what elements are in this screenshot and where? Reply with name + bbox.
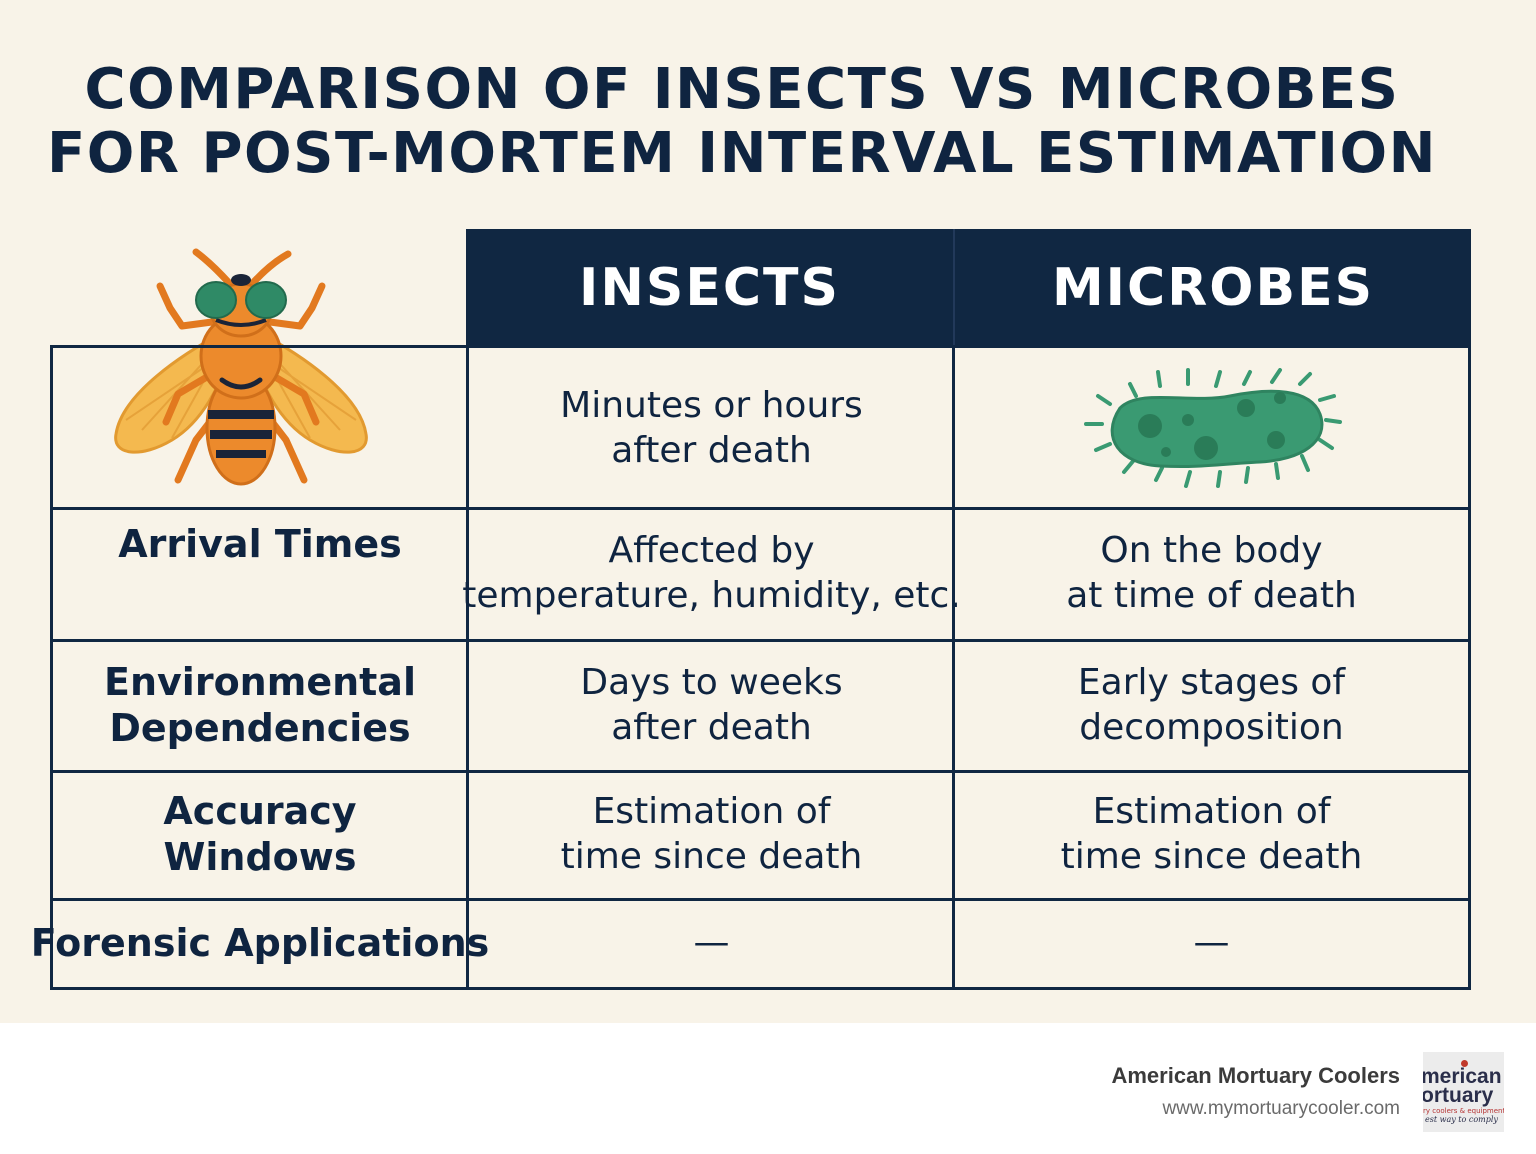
cell-text: after death xyxy=(611,429,812,471)
row-label-text: Arrival Times xyxy=(118,522,402,566)
cell-text: temperature, humidity, etc. xyxy=(462,575,961,616)
row-label-text: Environmental xyxy=(104,659,416,704)
cell-text: Early stages of xyxy=(1077,661,1346,703)
row-5-microbes-cell: — xyxy=(952,898,1471,990)
infographic: COMPARISON OF INSECTS VS MICROBES FOR PO… xyxy=(0,0,1536,1023)
row-1-insects-cell: Minutes or hours after death xyxy=(466,345,954,510)
company-url[interactable]: www.mymortuarycooler.com xyxy=(1162,1098,1400,1119)
row-4-insects-cell: Estimation of time since death xyxy=(466,770,954,901)
cell-text: time since death xyxy=(560,836,863,877)
cell-text: after death xyxy=(611,706,812,748)
logo-text-2: ortuary xyxy=(1423,1084,1494,1107)
row-label-text: Forensic Applications xyxy=(30,920,490,965)
title-line-2: FOR POST-MORTEM INTERVAL ESTIMATION xyxy=(47,121,1437,186)
row-2-insects-cell: Affected by temperature, humidity, etc. xyxy=(462,507,961,642)
row-1-label-cell xyxy=(50,345,467,510)
row-label-text: Dependencies xyxy=(109,705,411,750)
logo-text-1: merican xyxy=(1423,1065,1502,1088)
cell-text: Minutes or hours xyxy=(560,384,863,426)
cell-text: On the body xyxy=(1100,530,1323,571)
cell-text: Days to weeks xyxy=(580,661,843,703)
column-header-microbes: MICROBES xyxy=(953,229,1471,347)
row-label-environmental-dependencies: Environmental Dependencies xyxy=(50,639,467,773)
cell-text: at time of death xyxy=(1066,575,1357,616)
column-header-insects: INSECTS xyxy=(466,229,953,347)
cell-text: Estimation of xyxy=(1092,791,1331,832)
bacterium-icon xyxy=(1083,367,1342,488)
title-line-1: COMPARISON OF INSECTS VS MICROBES xyxy=(84,57,1400,122)
row-4-microbes-cell: Estimation of time since death xyxy=(952,770,1471,901)
logo-text-3: ry coolers & equipment xyxy=(1423,1107,1504,1115)
row-3-microbes-cell: Early stages of decomposition xyxy=(952,639,1471,773)
logo-text-4: est way to comply xyxy=(1425,1115,1498,1124)
cell-text: — xyxy=(693,922,730,963)
cell-text: time since death xyxy=(1060,836,1363,877)
row-label-arrival-times: Arrival Times xyxy=(50,507,467,642)
row-label-text: Accuracy xyxy=(163,789,357,833)
cell-text: Estimation of xyxy=(592,791,831,832)
row-label-accuracy-windows: Accuracy Windows xyxy=(50,770,467,901)
row-1-microbes-cell xyxy=(952,345,1471,510)
cell-text: Affected by xyxy=(608,530,815,571)
company-name: American Mortuary Coolers xyxy=(1111,1063,1400,1088)
cell-text: decomposition xyxy=(1079,706,1344,748)
row-3-insects-cell: Days to weeks after death xyxy=(466,639,954,773)
company-logo[interactable]: merican ortuary ry coolers & equipment e… xyxy=(1423,1052,1504,1132)
row-2-microbes-cell: On the body at time of death xyxy=(952,507,1471,642)
row-label-text: Windows xyxy=(163,835,357,879)
cell-text: — xyxy=(1193,922,1230,963)
row-5-insects-cell: — xyxy=(466,898,954,990)
fly-icon xyxy=(114,248,368,486)
logo-dot xyxy=(1461,1060,1468,1067)
row-label-forensic-applications: Forensic Applications xyxy=(31,898,489,990)
page-title: COMPARISON OF INSECTS VS MICROBES FOR PO… xyxy=(0,58,1484,186)
